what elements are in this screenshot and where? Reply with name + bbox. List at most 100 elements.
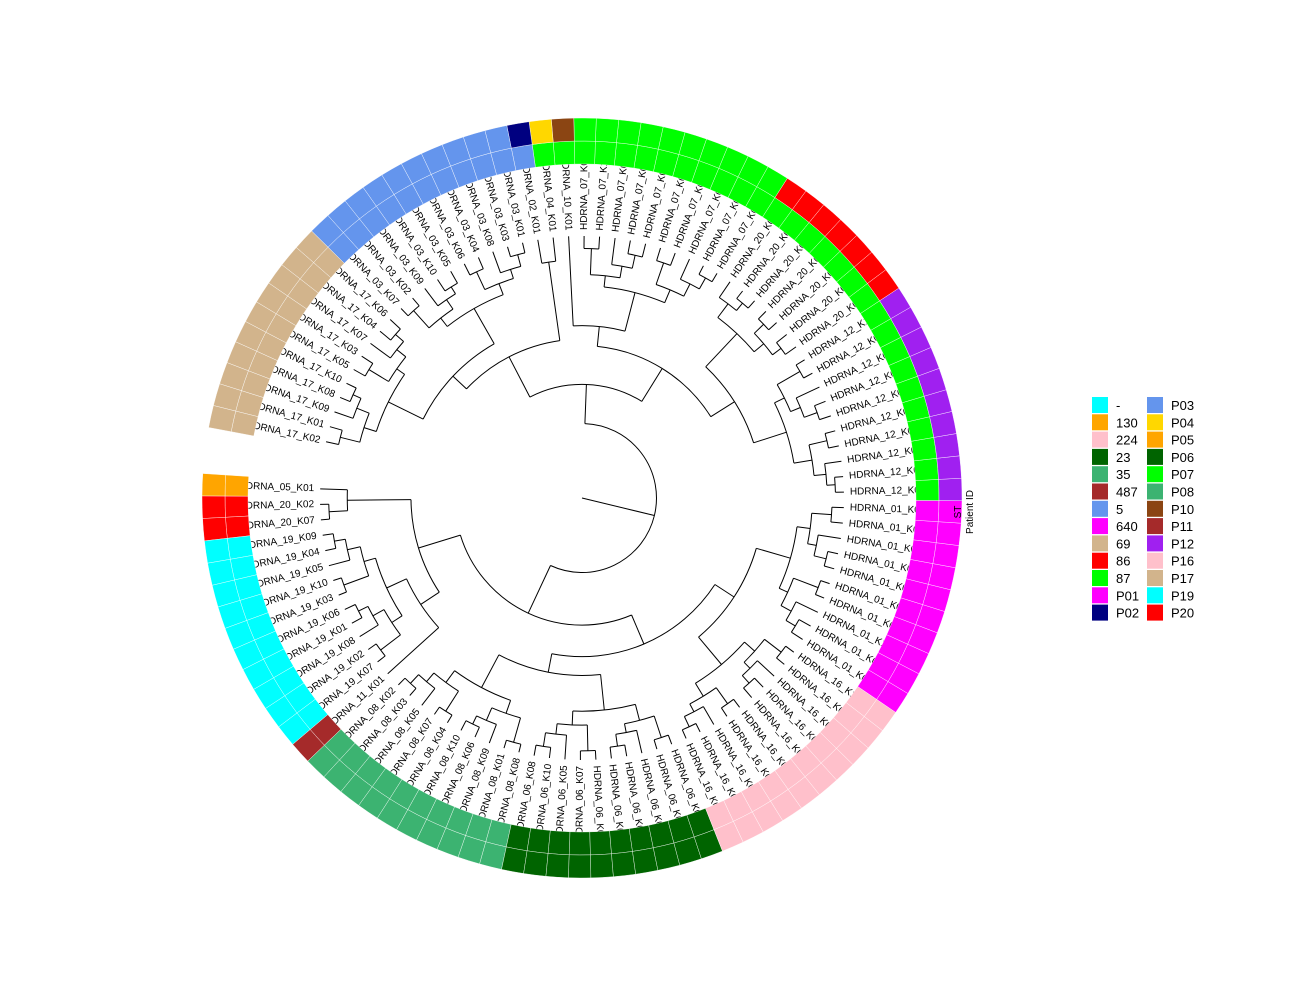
- st-cell: [225, 515, 251, 539]
- tree-branch: [753, 332, 773, 356]
- tree-branch: [395, 334, 404, 342]
- patient-cell: [917, 368, 947, 397]
- tree-branch: [388, 356, 407, 382]
- tree-branch: [753, 323, 764, 334]
- tree-branch: [743, 638, 765, 663]
- patient-cell: [595, 118, 620, 143]
- patient-cell: [201, 495, 226, 519]
- legend-swatch: [1092, 500, 1108, 517]
- legend-label: 69: [1116, 536, 1130, 551]
- tree-branch: [474, 726, 480, 738]
- tree-branch: [564, 735, 567, 760]
- legend-swatch: [1147, 448, 1163, 465]
- tree-branch: [828, 445, 839, 449]
- tree-branch: [407, 305, 420, 317]
- st-cell: [915, 479, 940, 501]
- tree-branch: [795, 397, 805, 418]
- tree-branch: [388, 401, 424, 420]
- tree-branch: [698, 277, 707, 290]
- tree-branch: [498, 283, 504, 295]
- tree-branch: [410, 499, 440, 593]
- tree-branch: [353, 369, 366, 377]
- tree-branch: [824, 430, 836, 434]
- st-cell: [614, 142, 638, 169]
- tree-branch: [340, 436, 360, 443]
- tree-branch: [535, 744, 551, 748]
- tree-branch: [445, 670, 456, 683]
- patient-cell: [853, 251, 887, 284]
- tree-branch: [522, 242, 526, 254]
- patient-cell: [421, 144, 451, 175]
- tree-branch: [409, 688, 417, 696]
- legend-label: P05: [1171, 433, 1194, 448]
- tree-branch: [552, 237, 557, 262]
- patient-cell: [737, 155, 769, 187]
- tree-branch: [513, 717, 521, 743]
- tree-branch: [460, 720, 467, 731]
- patient-cell: [523, 850, 549, 877]
- legend-swatch: [1147, 500, 1163, 517]
- tree-branch: [325, 441, 339, 445]
- legend-swatch: [1092, 448, 1108, 465]
- patient-cell: [922, 584, 951, 612]
- patient-cell: [573, 117, 597, 142]
- tree-branch: [418, 674, 436, 689]
- tree-branch: [741, 675, 750, 684]
- legend-label: 130: [1116, 415, 1138, 430]
- tree-branch: [791, 631, 803, 640]
- tree-branch: [679, 258, 690, 280]
- patient-cell: [752, 800, 783, 833]
- tree-branch: [619, 266, 623, 278]
- legend-label: 224: [1116, 433, 1138, 448]
- patient-cell: [590, 853, 614, 879]
- tree-branch: [450, 286, 456, 295]
- patient-cell: [416, 819, 447, 850]
- tree-branch: [600, 674, 605, 711]
- tree-branch: [481, 654, 500, 688]
- tree-branch: [391, 615, 403, 623]
- patient-cell: [358, 786, 390, 819]
- legend: - 130 224 23 35 487 5 640 69 86 87 P01 P02 P03 P04 P05 P…: [1092, 397, 1194, 621]
- legend-label: P16: [1171, 554, 1194, 569]
- patient-cell: [933, 433, 960, 459]
- patient-cell: [907, 624, 938, 654]
- tree-branch: [827, 551, 839, 555]
- tree-branch: [328, 559, 351, 567]
- tree-branch: [670, 252, 676, 266]
- patient-cell: [207, 559, 235, 586]
- legend-label: P06: [1171, 450, 1194, 465]
- tree-branch: [698, 636, 722, 665]
- patient-cell: [211, 579, 241, 608]
- tree-branch: [347, 546, 361, 551]
- tree-branch: [683, 716, 690, 727]
- tree-branch: [410, 674, 419, 684]
- patient-cell: [756, 166, 788, 198]
- tree-branch: [641, 368, 663, 402]
- legend-swatch: [1147, 535, 1163, 552]
- patient-cell: [808, 204, 841, 237]
- tree-branch: [500, 265, 521, 274]
- legend-label: 87: [1116, 571, 1130, 586]
- tree-branch: [359, 413, 370, 443]
- tree-branch: [363, 427, 377, 432]
- patient-cell: [836, 732, 869, 765]
- tree-branch: [433, 706, 440, 715]
- patient-cell: [307, 744, 340, 778]
- patient-cell: [850, 716, 883, 749]
- tree-branch: [581, 497, 655, 516]
- st-cell: [913, 458, 939, 481]
- legend-label: P02: [1116, 606, 1139, 621]
- tree-branch: [611, 238, 616, 265]
- patient-cell: [890, 306, 922, 338]
- tip-label: HDRNA_07_K10: [595, 154, 611, 231]
- patient-cell: [506, 121, 533, 149]
- tree-branch: [547, 653, 553, 673]
- tree-branch: [774, 397, 785, 404]
- tree-branch: [785, 619, 796, 627]
- tree-branch: [636, 730, 643, 754]
- tree-branch: [440, 317, 448, 327]
- patient-cell: [932, 542, 960, 569]
- patient-cell: [839, 235, 872, 268]
- tip-label: HDRNA_04_K01: [539, 156, 558, 233]
- patient-cell: [296, 230, 329, 263]
